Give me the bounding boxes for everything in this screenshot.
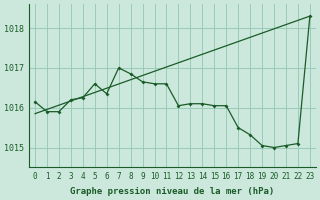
X-axis label: Graphe pression niveau de la mer (hPa): Graphe pression niveau de la mer (hPa): [70, 187, 275, 196]
